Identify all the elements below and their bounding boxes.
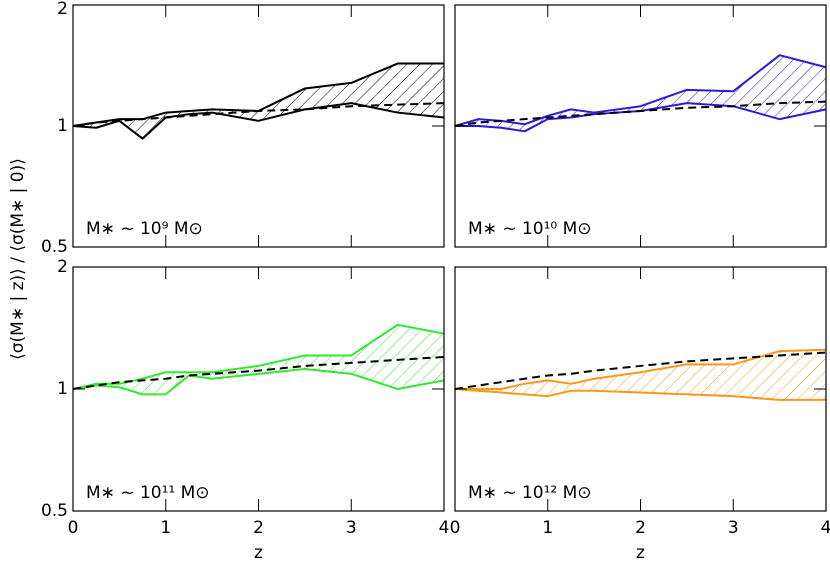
band-fill	[455, 349, 826, 400]
y-tick-label: 0.5	[41, 501, 68, 521]
band-fill	[73, 63, 444, 139]
x-tick-label: 1	[160, 518, 171, 538]
y-tick-label: 2	[57, 257, 68, 277]
y-tick-label: 1	[57, 379, 68, 399]
x-tick-label: 4	[439, 518, 450, 538]
band-lower	[72, 368, 445, 396]
x-tick-label: 3	[346, 518, 357, 538]
y-tick-label: 0.5	[41, 237, 68, 257]
band-fill	[455, 55, 826, 132]
y-tick-label: 2	[57, 0, 68, 19]
x-tick-label: 0	[450, 518, 461, 538]
x-axis-label: z	[254, 543, 263, 563]
x-tick-label: 3	[728, 518, 739, 538]
panel-label: M∗ ~ 10¹⁰ M⊙	[468, 219, 592, 239]
panel-label: M∗ ~ 10¹¹ M⊙	[86, 483, 210, 503]
band-upper	[72, 62, 444, 127]
band-upper	[72, 323, 445, 390]
model-line	[72, 102, 445, 127]
panel-label: M∗ ~ 10¹² M⊙	[468, 483, 592, 503]
panel-label: M∗ ~ 10⁹ M⊙	[86, 219, 203, 239]
x-tick-label: 2	[253, 518, 264, 538]
band-lower	[455, 102, 827, 133]
y-axis-label: ⟨σ(M∗ | z)⟩ / ⟨σ(M∗ | 0)⟩	[8, 158, 28, 360]
band-upper	[455, 348, 827, 390]
x-tick-label: 0	[68, 518, 79, 538]
x-tick-label: 2	[635, 518, 646, 538]
y-tick-label: 1	[57, 116, 68, 136]
model-line	[454, 100, 827, 127]
x-tick-label: 1	[542, 518, 553, 538]
model-line	[454, 351, 827, 390]
x-tick-label: 4	[821, 518, 830, 538]
model-line	[72, 355, 445, 390]
band-fill	[73, 324, 444, 395]
x-axis-label: z	[636, 543, 645, 563]
band-lower	[454, 388, 826, 401]
